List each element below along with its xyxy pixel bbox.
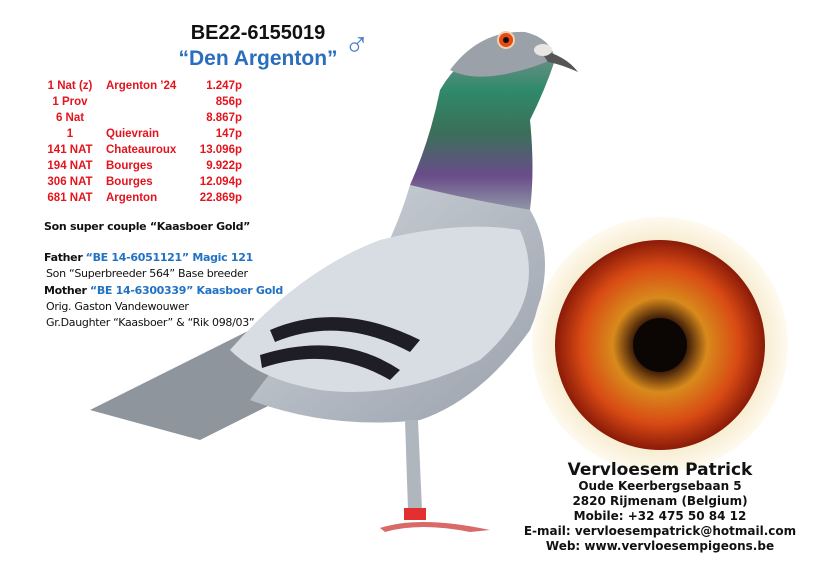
contact-web: Web: www.vervloesempigeons.be: [545, 539, 775, 553]
wing-bar: [260, 345, 400, 380]
contact-city: 2820 Rijmenam (Belgium): [572, 494, 748, 508]
result-birds: 1.247p: [206, 80, 242, 92]
result-race: Bourges: [106, 176, 153, 188]
result-race: Argenton: [106, 192, 158, 204]
contact-address: Oude Keerbergsebaan 5: [578, 479, 742, 493]
contact-email: E-mail: vervloesempatrick@hotmail.com: [523, 524, 797, 538]
result-place: 306 NAT: [47, 176, 93, 188]
result-race: Argenton ’24: [106, 80, 177, 92]
result-birds: 147p: [215, 128, 242, 140]
father-line: Father “BE 14-6051121” Magic 121: [44, 250, 253, 266]
father-note: Son “Superbreeder 564” Base breeder: [46, 267, 248, 280]
result-birds: 13.096p: [199, 144, 242, 156]
pedigree-summary: Son super couple “Kaasboer Gold”: [44, 220, 251, 233]
result-birds: 856p: [215, 96, 242, 108]
male-icon: ♂: [344, 26, 370, 64]
result-race: Quievrain: [106, 128, 160, 140]
result-place: 681 NAT: [47, 192, 93, 204]
mother-note-1: Orig. Gaston Vandewouwer: [46, 300, 189, 313]
result-race: Bourges: [106, 160, 153, 172]
pigeon-neck: [410, 39, 555, 210]
pigeon-name: “Den Argenton”: [178, 47, 338, 70]
pigeon-beak: [540, 50, 578, 72]
result-place: 6 Nat: [55, 112, 85, 124]
mother-label: Mother: [44, 284, 87, 297]
father-label: Father: [44, 251, 83, 264]
result-birds: 9.922p: [206, 160, 242, 172]
father-id: “BE 14-6051121” Magic 121: [85, 251, 254, 264]
ring-number: BE22-6155019: [190, 22, 326, 44]
pigeon-leg: [405, 420, 422, 510]
result-birds: 8.867p: [206, 112, 242, 124]
mother-note-2: Gr.Daughter “Kaasboer” & “Rik 098/03”: [46, 316, 255, 329]
result-place: 1 Nat (z): [47, 80, 93, 92]
result-place: 1 Prov: [52, 96, 88, 108]
pigeon-eye-pupil: [503, 37, 509, 43]
mother-id: “BE 14-6300339” Kaasboer Gold: [89, 284, 283, 297]
eye-pupil: [633, 318, 687, 372]
leg-ring: [404, 508, 426, 520]
result-place: 194 NAT: [47, 160, 93, 172]
pigeon-head: [450, 31, 555, 77]
pigeon-feet: [380, 521, 490, 532]
result-place: 141 NAT: [47, 144, 93, 156]
contact-name: Vervloesem Patrick: [567, 460, 753, 480]
mother-line: Mother “BE 14-6300339” Kaasboer Gold: [44, 283, 283, 299]
result-place: 1: [66, 128, 74, 140]
result-race: Chateauroux: [106, 144, 177, 156]
pigeon-cere: [534, 44, 552, 56]
wing-bar: [270, 317, 420, 352]
result-birds: 12.094p: [199, 176, 242, 188]
contact-mobile: Mobile: +32 475 50 84 12: [573, 509, 747, 523]
result-birds: 22.869p: [199, 192, 242, 204]
